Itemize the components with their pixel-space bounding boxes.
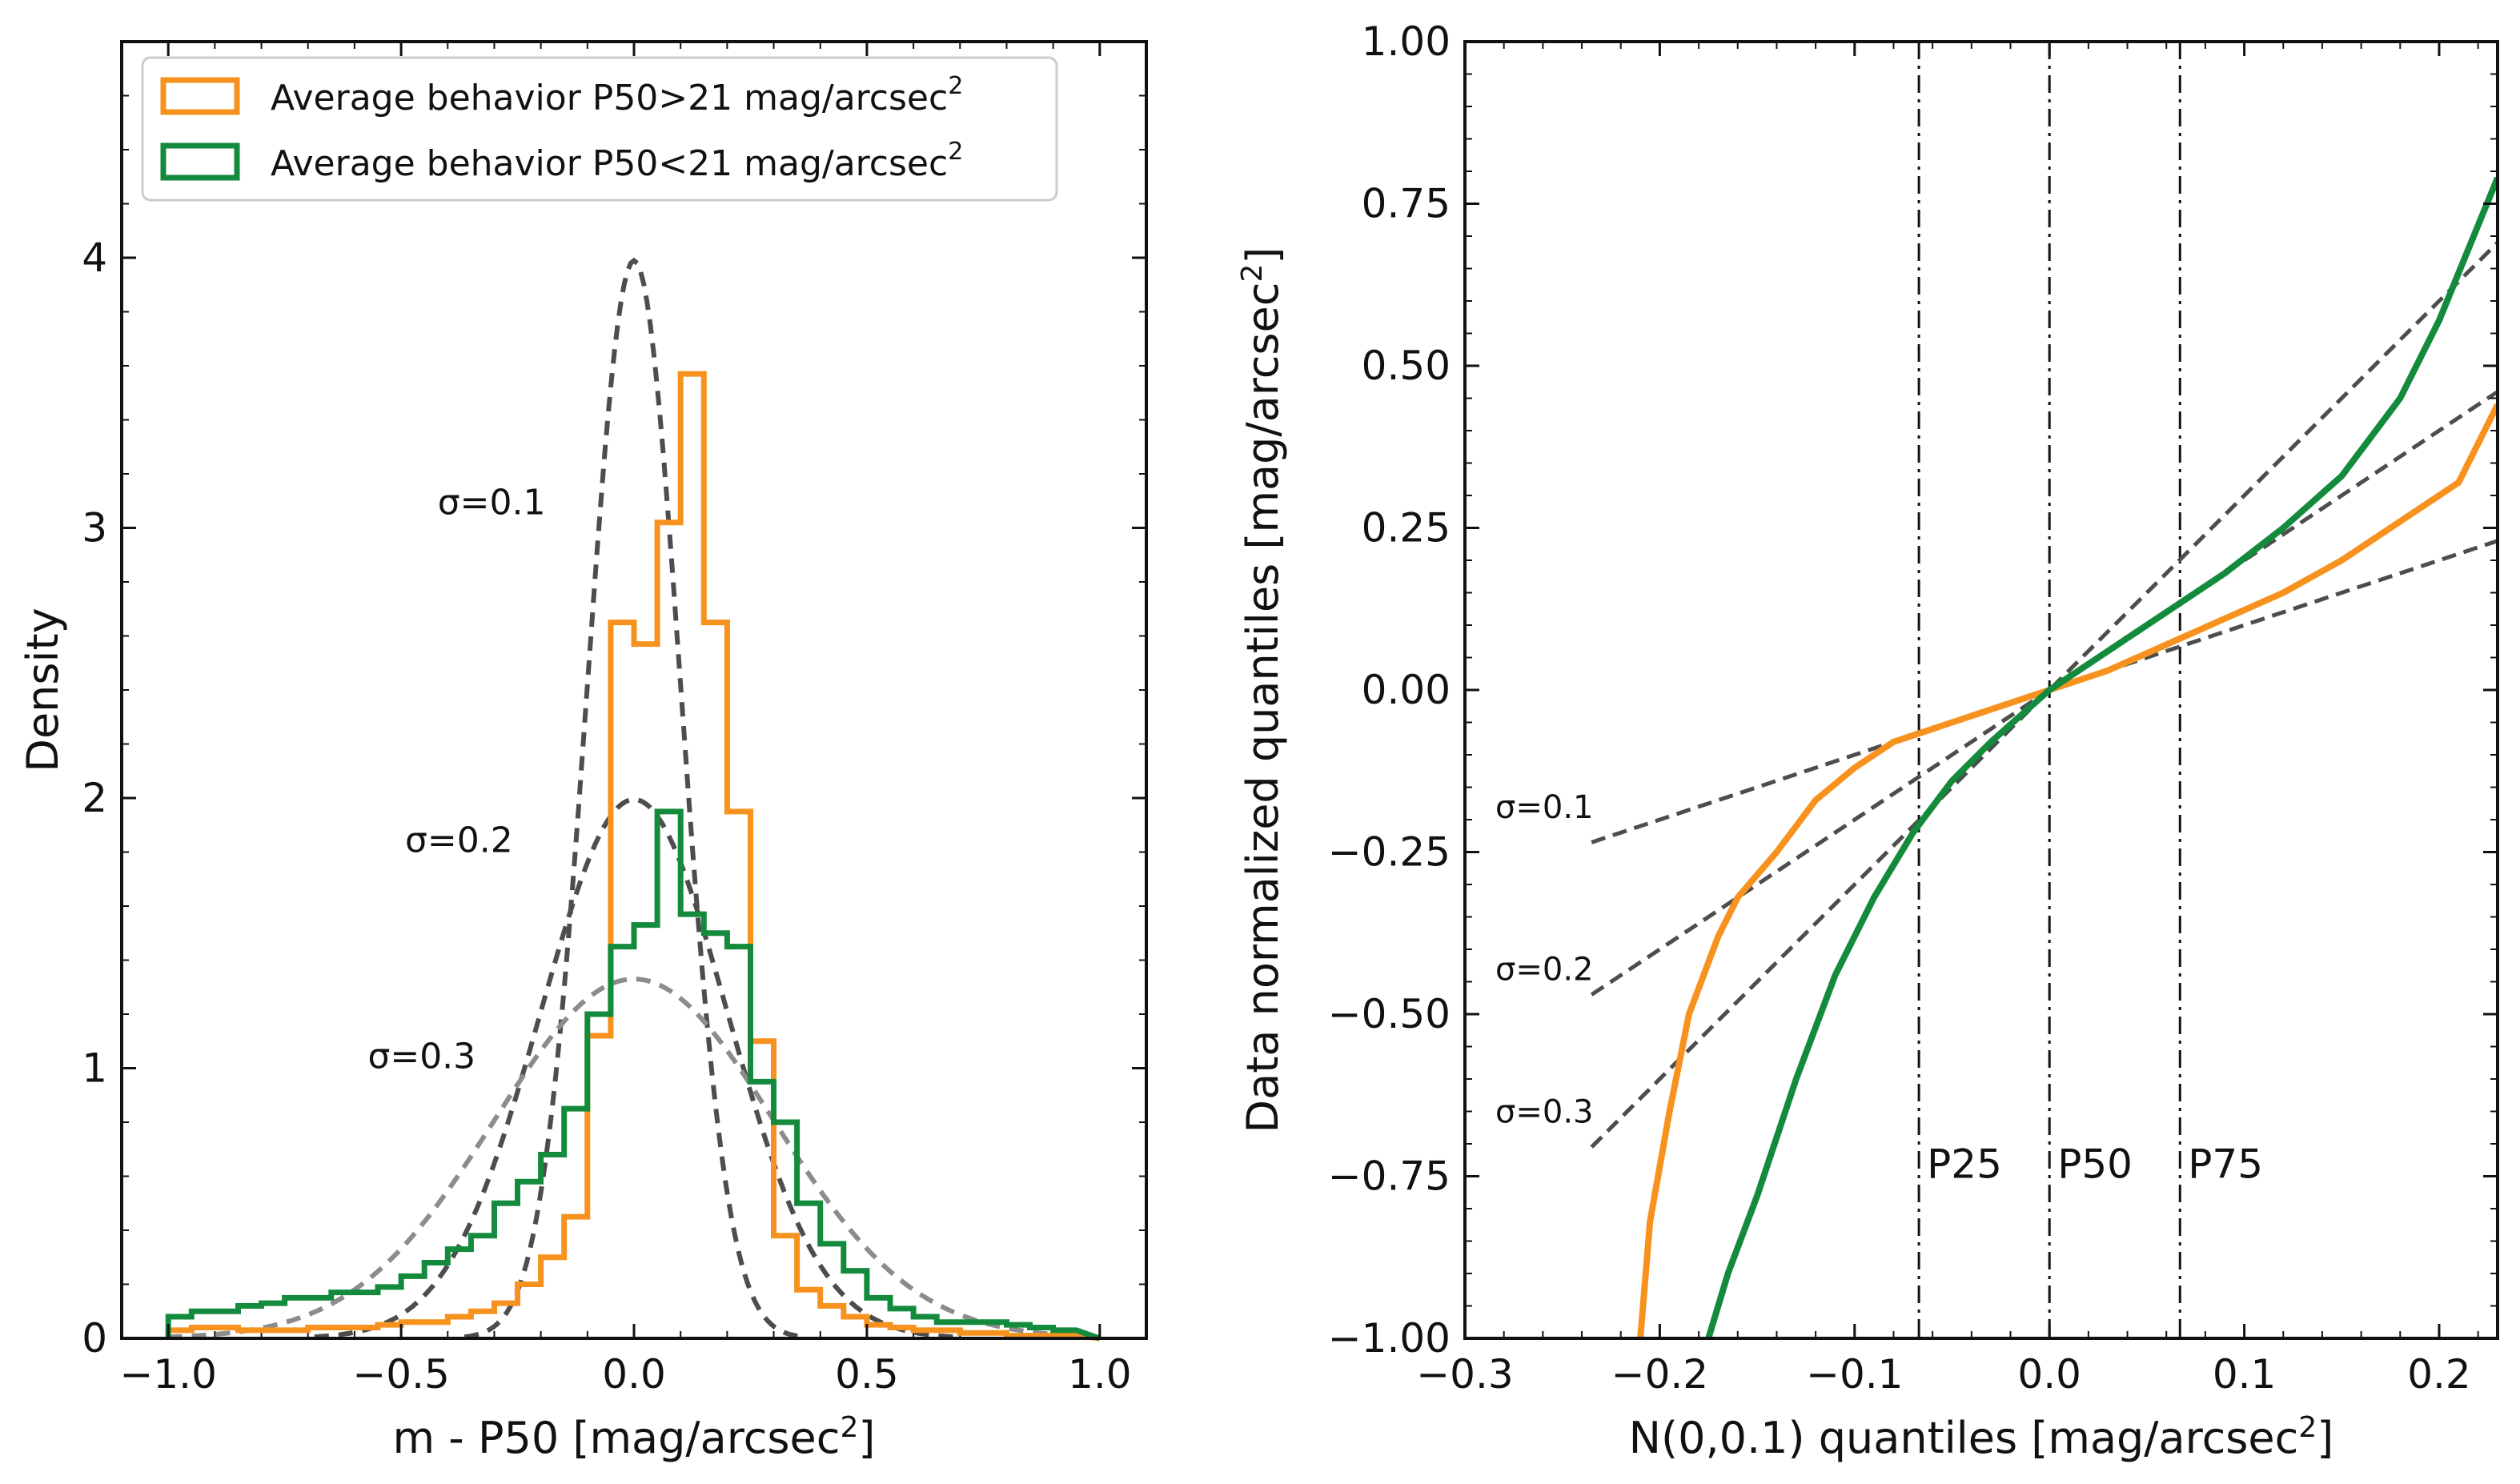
- right-plot-area: [1590, 42, 2498, 1338]
- right-xtick-label: 0.2: [2407, 1351, 2471, 1398]
- right-ytick-label: 0.00: [1362, 667, 1451, 713]
- right-ytick-label: 0.25: [1362, 505, 1451, 551]
- right-ytick-label: 1.00: [1362, 18, 1451, 65]
- gaussian-sigma=0.3: [167, 977, 1101, 1340]
- left-sigma-annotation: σ=0.1: [438, 483, 546, 523]
- right-ytick-label: 0.50: [1362, 343, 1451, 389]
- right-sigma-annotation: σ=0.1: [1495, 789, 1593, 826]
- left-legend: Average behavior P50>21 mag/arcsec2 Avera…: [141, 56, 1058, 202]
- right-ytick-label: 0.75: [1362, 181, 1451, 227]
- vline-label-P50: P50: [2057, 1141, 2133, 1187]
- left-panel-histogram: −1.0 −0.5 0.0 0.5 1.0 0 1 2 3 4 σ=0.1 σ=0.2 σ=0.3 Ave…: [18, 40, 1148, 1463]
- gaussian-sigma=0.1: [463, 257, 805, 1340]
- vline-label-P25: P25: [1927, 1141, 2002, 1187]
- right-xtick-label: −0.1: [1806, 1351, 1903, 1398]
- legend-label-1: Average behavior P50>21 mag/arcsec2: [271, 72, 963, 118]
- left-ytick-label: 0: [82, 1315, 107, 1362]
- left-sigma-annotation: σ=0.3: [367, 1037, 476, 1077]
- right-xtick-label: −0.2: [1611, 1351, 1708, 1398]
- left-xtick-label: −1.0: [119, 1351, 216, 1398]
- left-x-axis-label: m - P50 [mag/arcsec2]: [393, 1411, 876, 1463]
- right-x-axis-label: N(0,0.1) quantiles [mag/arcsec2]: [1629, 1411, 2334, 1463]
- right-xtick-label: 0.1: [2213, 1351, 2277, 1398]
- right-sigma-annotation: σ=0.3: [1495, 1094, 1593, 1131]
- left-xtick-label: 1.0: [1068, 1351, 1132, 1398]
- right-ytick-label: −1.00: [1328, 1315, 1451, 1362]
- right-ytick-label: −0.75: [1328, 1153, 1451, 1200]
- right-xtick-label: −0.3: [1416, 1351, 1513, 1398]
- legend-box: [141, 56, 1058, 202]
- left-xtick-label: 0.0: [602, 1351, 666, 1398]
- left-sigma-annotation: σ=0.2: [405, 820, 513, 861]
- qq-series-1: [1637, 403, 2498, 1338]
- left-ytick-label: 1: [82, 1045, 107, 1092]
- left-xtick-label: −0.5: [352, 1351, 449, 1398]
- vline-label-P75: P75: [2188, 1141, 2263, 1187]
- right-panel-qq-plot: P25 P50 P75 −0.3 −0.2 −0.1 0.0 0.1 0.2 −1.00 −0.75…: [1236, 18, 2499, 1463]
- right-y-axis-label: Data normalized quantiles [mag/arcsec2]: [1236, 247, 1288, 1133]
- left-ytick-label: 4: [82, 235, 107, 281]
- legend-swatch-2: [160, 142, 240, 181]
- left-y-axis-label: Density: [18, 608, 68, 772]
- right-ytick-label: −0.50: [1328, 991, 1451, 1037]
- right-sigma-annotation: σ=0.2: [1495, 951, 1593, 988]
- right-xtick-label: 0.0: [2017, 1351, 2081, 1398]
- legend-swatch-1: [160, 77, 240, 115]
- right-ytick-label: −0.25: [1328, 829, 1451, 876]
- histogram-series-2: [165, 808, 1101, 1342]
- histogram-series-1: [165, 371, 1101, 1342]
- qq-series-2: [1705, 176, 2498, 1338]
- legend-label-2: Average behavior P50<21 mag/arcsec2: [271, 138, 963, 184]
- left-ytick-label: 3: [82, 505, 107, 551]
- left-ytick-label: 2: [82, 775, 107, 821]
- left-axes-frame: [120, 40, 1148, 1340]
- left-xtick-label: 0.5: [835, 1351, 899, 1398]
